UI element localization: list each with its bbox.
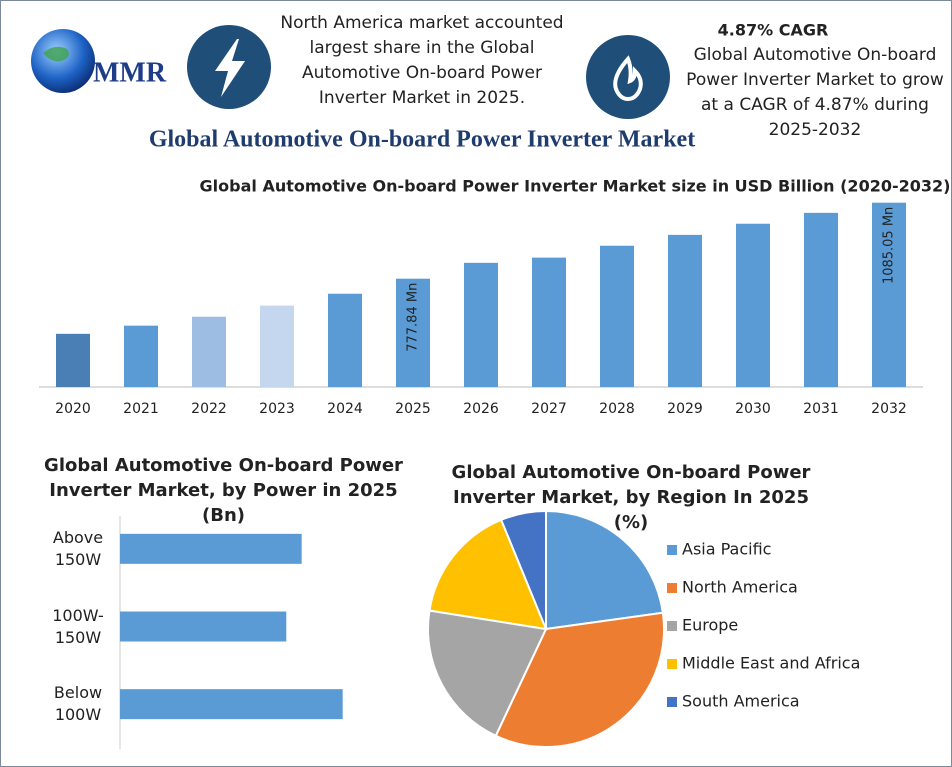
legend-label: Asia Pacific [682,540,771,559]
y-tick-label: Below 100W [53,683,103,725]
legend-swatch [667,697,677,707]
x-tick-label: 2026 [463,401,499,417]
bar [120,533,302,564]
bar [736,223,770,387]
x-tick-label: 2023 [259,401,295,417]
logo-text: MMR [93,57,167,88]
info-right: Global Automotive On-board Power Inverte… [686,45,944,140]
value-label: 777.84 Mn [406,283,421,352]
x-tick-label: 2027 [531,401,567,417]
chart-title: Global Automotive On-board Power Inverte… [451,462,811,533]
legend-swatch [667,621,677,631]
logo-globe [31,29,95,93]
bar [804,212,838,387]
pie-slice [494,611,665,748]
legend-label: Europe [682,616,738,635]
pie-slice [428,518,548,631]
logo-land [43,46,69,62]
icon-flame [586,35,670,119]
x-tick-label: 2024 [327,401,363,417]
legend-label: South America [682,692,800,711]
x-tick-label: 2029 [667,401,703,417]
x-tick-label: 2031 [803,401,839,417]
legend-label: Middle East and Africa [682,654,860,673]
bar [124,325,158,387]
pie-slice [499,509,547,630]
main-title: Global Automotive On-board Power Inverte… [149,127,695,153]
x-tick-label: 2030 [735,401,771,417]
bar [464,262,498,387]
legend-label: North America [682,578,798,597]
chart-title: Global Automotive On-board Power Inverte… [200,177,951,196]
bar [328,293,362,387]
x-tick-label: 2032 [871,401,907,417]
x-tick-label: 2028 [599,401,635,417]
bar [668,234,702,387]
x-tick-label: 2022 [191,401,227,417]
bar [120,611,287,642]
bar [396,278,430,387]
bar [532,257,566,387]
lightning-glyph [215,39,245,97]
pie-slice [427,609,548,738]
legend-swatch [667,583,677,593]
value-label: 1085.05 Mn [882,207,897,284]
bar [260,305,294,387]
chart-title: Global Automotive On-board Power Inverte… [44,455,403,526]
bar [600,245,634,387]
bar [120,689,343,720]
legend-swatch [667,659,677,669]
x-tick-label: 2020 [55,401,91,417]
info-left: North America market accounted largest s… [280,13,564,108]
x-tick-label: 2025 [395,401,431,417]
pie-slice [545,509,665,631]
x-tick-label: 2021 [123,401,159,417]
bar [56,333,90,387]
y-tick-label: 100W-150W [52,605,104,647]
y-tick-label: Above 150W [52,527,104,569]
flame-glyph [613,55,643,102]
bar [192,316,226,387]
bar [872,202,906,387]
cagr-title: 4.87% CAGR [718,21,829,40]
legend-swatch [667,545,677,555]
